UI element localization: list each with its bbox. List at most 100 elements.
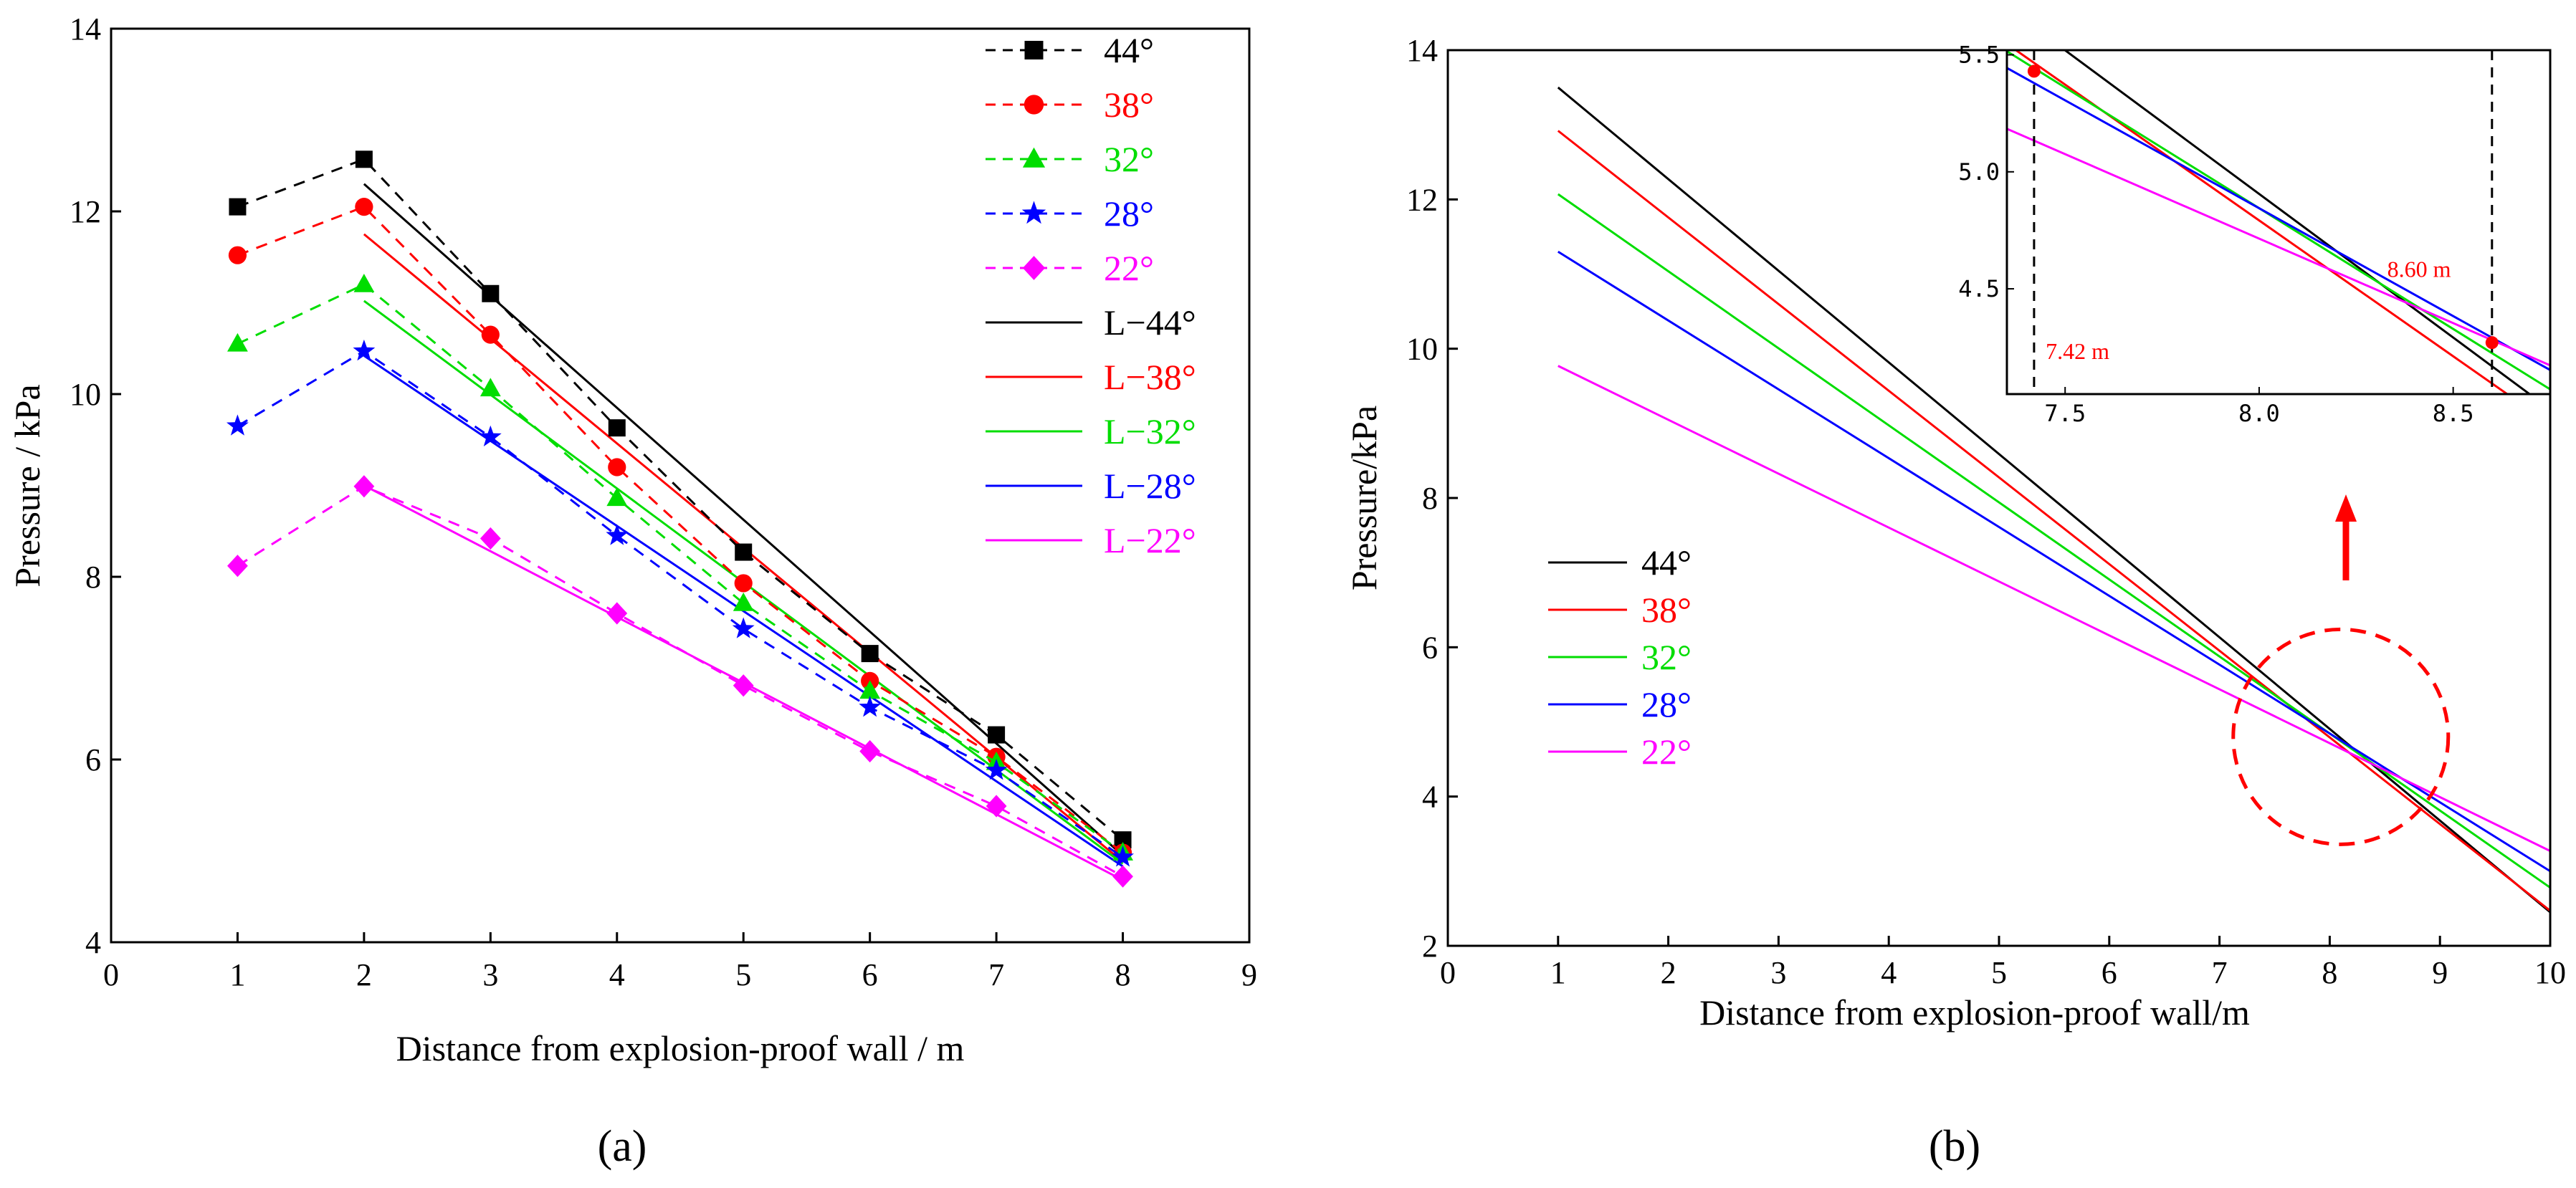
fit-line-44 <box>363 183 1124 856</box>
data-point-22 <box>227 555 248 578</box>
series-line-44 <box>237 158 1124 841</box>
chart-a-ytick-label: 4 <box>85 925 101 960</box>
legend-marker-38 <box>1024 95 1044 115</box>
inset-ytick-label: 5.5 <box>1958 42 2000 69</box>
data-point-28 <box>226 414 249 436</box>
data-point-44 <box>988 726 1006 744</box>
data-point-44 <box>735 543 753 561</box>
chart-b-xtick-label: 1 <box>1550 955 1566 990</box>
chart-b-xtick-label: 7 <box>2212 955 2228 990</box>
data-point-44 <box>861 645 879 663</box>
data-point-38 <box>608 458 626 476</box>
chart-a-xtick-label: 6 <box>862 957 878 992</box>
chart-a-xtick-label: 4 <box>609 957 625 992</box>
data-point-32 <box>353 274 375 292</box>
data-point-32 <box>859 680 881 699</box>
legend-b-label-38: 38° <box>1641 590 1692 630</box>
chart-a-xlabel: Distance from explosion-proof wall / m <box>396 1028 965 1068</box>
data-point-22 <box>353 475 375 498</box>
chart-a-xtick-label: 1 <box>229 957 245 992</box>
chart-a-xtick-label: 9 <box>1241 957 1257 992</box>
line-32 <box>1557 193 2550 888</box>
chart-a-data-series <box>226 150 1134 888</box>
line-28 <box>1557 250 2550 873</box>
inset-xtick-label: 7.5 <box>2044 400 2086 427</box>
legend-fit-label-32: L−32° <box>1104 411 1196 451</box>
legend-marker-22 <box>1022 256 1046 280</box>
data-point-22 <box>480 527 501 550</box>
data-point-32 <box>606 487 628 507</box>
chart-a-plot-frame <box>110 27 1251 944</box>
chart-b-xlabel: Distance from explosion-proof wall/m <box>1699 992 2250 1033</box>
inset-ytick-label: 5.0 <box>1958 158 2000 186</box>
data-point-44 <box>229 198 247 216</box>
data-point-28 <box>1112 846 1134 867</box>
data-point-44 <box>482 284 500 302</box>
legend-fit-label-38: L−38° <box>1104 357 1196 397</box>
chart-a-xtick-label: 8 <box>1115 957 1131 992</box>
data-point-22 <box>859 739 881 763</box>
data-point-28 <box>859 696 882 717</box>
inset-frame <box>2005 49 2552 396</box>
legend-b-label-44: 44° <box>1641 542 1692 583</box>
chart-b-ytick-label: 4 <box>1422 780 1438 815</box>
legend-fit-label-44: L−44° <box>1104 302 1196 342</box>
chart-a-xtick-label: 2 <box>356 957 372 992</box>
inset-lines <box>2007 50 2550 394</box>
chart-b-lines <box>1557 86 2550 914</box>
data-point-22 <box>733 674 754 697</box>
series-line-22 <box>237 485 1124 878</box>
data-point-28 <box>353 339 376 361</box>
data-point-44 <box>608 419 626 437</box>
inset-crossing-point <box>2485 336 2499 350</box>
inset-xtick-label: 8.0 <box>2238 400 2280 427</box>
inset-line-28 <box>2007 67 2550 371</box>
legend-b-label-28: 28° <box>1641 684 1692 724</box>
inset-ticks: 7.5 8.0 8.5 4.5 5.0 5.5 <box>1958 42 2474 427</box>
zoom-arrow <box>2335 494 2357 580</box>
series-line-28 <box>237 350 1124 858</box>
data-point-44 <box>355 150 373 168</box>
chart-a-xtick-label: 3 <box>482 957 498 992</box>
chart-b-ytick-label: 12 <box>1406 182 1438 217</box>
chart-b-xtick-label: 6 <box>2102 955 2117 990</box>
chart-b-inset: 7.5 8.0 8.5 4.5 5.0 5.5 7.42 m 8.60 m <box>1958 42 2552 427</box>
legend-label-28: 28° <box>1104 193 1154 234</box>
line-38 <box>1557 130 2550 912</box>
legend-marker-44 <box>1024 41 1044 59</box>
legend-label-32: 32° <box>1104 139 1154 179</box>
inset-line-44 <box>2063 50 2532 394</box>
chart-a-ylabel: Pressure / kPa <box>7 384 47 587</box>
chart-a-ytick-label: 6 <box>85 742 101 777</box>
data-point-38 <box>734 574 753 593</box>
crossing-highlight-circle <box>2231 627 2451 846</box>
chart-a-ytick-label: 10 <box>70 377 101 412</box>
chart-a-legend: 44° 38° 32° 28° 22° L−44° L−38° L−32° L−28° L−22° <box>986 30 1196 560</box>
chart-a-xtick-label: 0 <box>103 957 119 992</box>
legend-label-22: 22° <box>1104 248 1154 288</box>
chart-b-xtick-label: 4 <box>1881 955 1897 990</box>
legend-fit-label-28: L−28° <box>1104 466 1196 506</box>
legend-b-label-22: 22° <box>1641 732 1692 772</box>
data-point-38 <box>355 198 373 216</box>
legend-b-label-32: 32° <box>1641 637 1692 677</box>
legend-fit-label-22: L−22° <box>1104 520 1196 560</box>
inset-xtick-label: 8.5 <box>2433 400 2474 427</box>
chart-b-xtick-label: 3 <box>1770 955 1786 990</box>
chart-b-ytick-label: 10 <box>1406 332 1438 367</box>
legend-label-44: 44° <box>1104 30 1154 70</box>
data-point-22 <box>606 602 628 625</box>
legend-label-38: 38° <box>1104 85 1154 125</box>
chart-b-ytick-label: 2 <box>1422 929 1438 964</box>
data-point-32 <box>480 378 501 397</box>
chart-b-xtick-label: 2 <box>1661 955 1676 990</box>
panel-label-a: (a) <box>598 1122 647 1171</box>
chart-b-xtick-label: 0 <box>1440 955 1456 990</box>
line-22 <box>1557 365 2550 853</box>
inset-ytick-label: 4.5 <box>1958 275 2000 302</box>
chart-a-ytick-label: 12 <box>70 194 101 229</box>
